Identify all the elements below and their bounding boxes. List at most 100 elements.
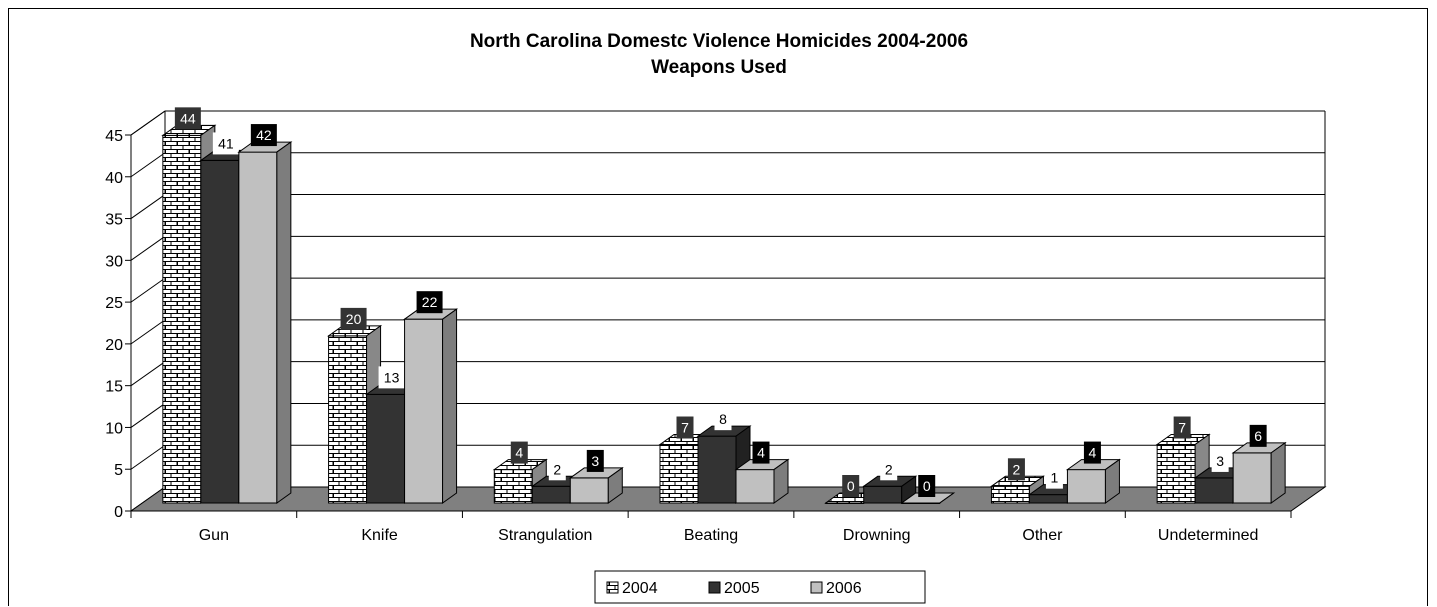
bar-front [238,151,278,504]
bar-2006-strangulation [568,466,624,504]
bar-2006-undetermined [1231,441,1287,504]
bar-front [990,485,1030,504]
data-label-bg [1007,458,1025,481]
legend-swatch-2005 [708,581,721,594]
data-label: 4 [515,445,523,461]
x-category-label: Undetermined [1158,527,1259,544]
legend-box [594,570,926,604]
x-category-label: Drowning [843,527,911,544]
bar-front [1066,469,1106,504]
data-label-bg [510,441,528,464]
legend-label-2006: 2006 [826,580,862,597]
legend-label-2005: 2005 [724,580,760,597]
data-label-bg [918,475,936,497]
chart-frame: North Carolina Domestc Violence Homicide… [8,8,1428,606]
bar-front [659,444,699,504]
bar-front [735,469,775,504]
data-label: 2 [1013,461,1021,477]
data-label: 7 [681,420,689,436]
data-label-bg [416,291,443,314]
bar-front [569,477,609,504]
data-label-bg [1249,424,1267,447]
data-label-bg [174,107,201,130]
data-label-bg [1173,416,1191,439]
data-label-bg [1211,449,1229,472]
data-label: 42 [256,127,272,143]
data-label: 3 [591,453,599,469]
chart-svg: North Carolina Domestc Violence Homicide… [105,31,1327,604]
side-wall-gridline [130,235,166,261]
bar-2006-gun [237,141,293,504]
data-label-bg [378,366,405,389]
bar-side [1104,458,1120,504]
data-label: 4 [1089,445,1097,461]
x-category-label: Gun [199,527,229,544]
side-wall-gridline [130,194,166,219]
bar-side [939,492,955,504]
bar-front [1232,452,1272,504]
legend-label-2004: 2004 [622,580,658,597]
x-category-label: Other [1022,527,1063,544]
bar-front [366,393,406,504]
data-label: 6 [1254,428,1262,444]
data-label-bg [548,458,566,481]
bar-front [1156,444,1196,504]
side-wall-gridline [130,444,166,470]
data-label: 3 [1216,453,1224,469]
data-label-bg [212,132,239,155]
bar-2005-drowning [862,475,918,504]
data-label: 2 [553,461,561,477]
x-category-label: Beating [684,527,738,544]
bar-2004-undetermined [1155,433,1211,504]
data-label: 0 [923,478,931,494]
data-label: 1 [1051,470,1059,486]
bar-side [773,458,789,504]
bar-side [1270,441,1286,504]
bar-side [442,308,458,504]
data-label: 2 [885,461,893,477]
bar-2006-drowning [900,492,956,504]
bar-front [1194,477,1234,504]
legend-swatch-2006 [810,581,823,594]
y-tick-label: 25 [105,295,123,312]
bar-front [328,335,368,504]
legend-swatch-2004 [606,581,619,594]
bar-2006-knife [403,308,459,504]
bar-front [697,435,737,504]
y-tick-label: 15 [105,379,123,396]
bar-front [863,485,903,504]
data-label-bg [340,307,367,330]
side-wall-gridline [130,319,166,345]
y-tick-label: 30 [105,253,123,270]
bar-front [162,134,202,504]
side-wall-gridline [130,152,166,178]
chart-title: North Carolina Domestc Violence Homicide… [470,31,968,52]
x-category-label: Strangulation [498,527,592,544]
data-label: 22 [422,294,438,310]
data-label-bg [752,441,770,464]
y-tick-label: 45 [105,128,123,145]
bar-side [607,466,623,504]
data-label-bg [250,124,277,147]
y-tick-label: 0 [114,504,123,521]
bar-front [200,159,240,504]
data-label: 44 [180,110,196,126]
side-wall-top [130,110,166,136]
data-label: 41 [218,135,234,151]
data-label-bg [1083,441,1101,464]
side-wall-gridline [130,403,166,428]
x-category-label: Knife [361,527,398,544]
data-label-bg [714,408,732,431]
bar-front [1028,494,1068,504]
data-label: 13 [384,369,400,385]
data-label-bg [842,475,860,497]
side-wall-gridline [130,277,166,303]
data-label-bg [676,416,694,439]
data-label: 0 [847,478,855,494]
data-label: 4 [757,445,765,461]
bar-2006-beating [734,458,790,504]
data-label: 7 [1178,420,1186,436]
y-tick-label: 5 [114,462,123,479]
bar-2006-other [1065,458,1121,504]
y-tick-label: 40 [105,170,123,187]
